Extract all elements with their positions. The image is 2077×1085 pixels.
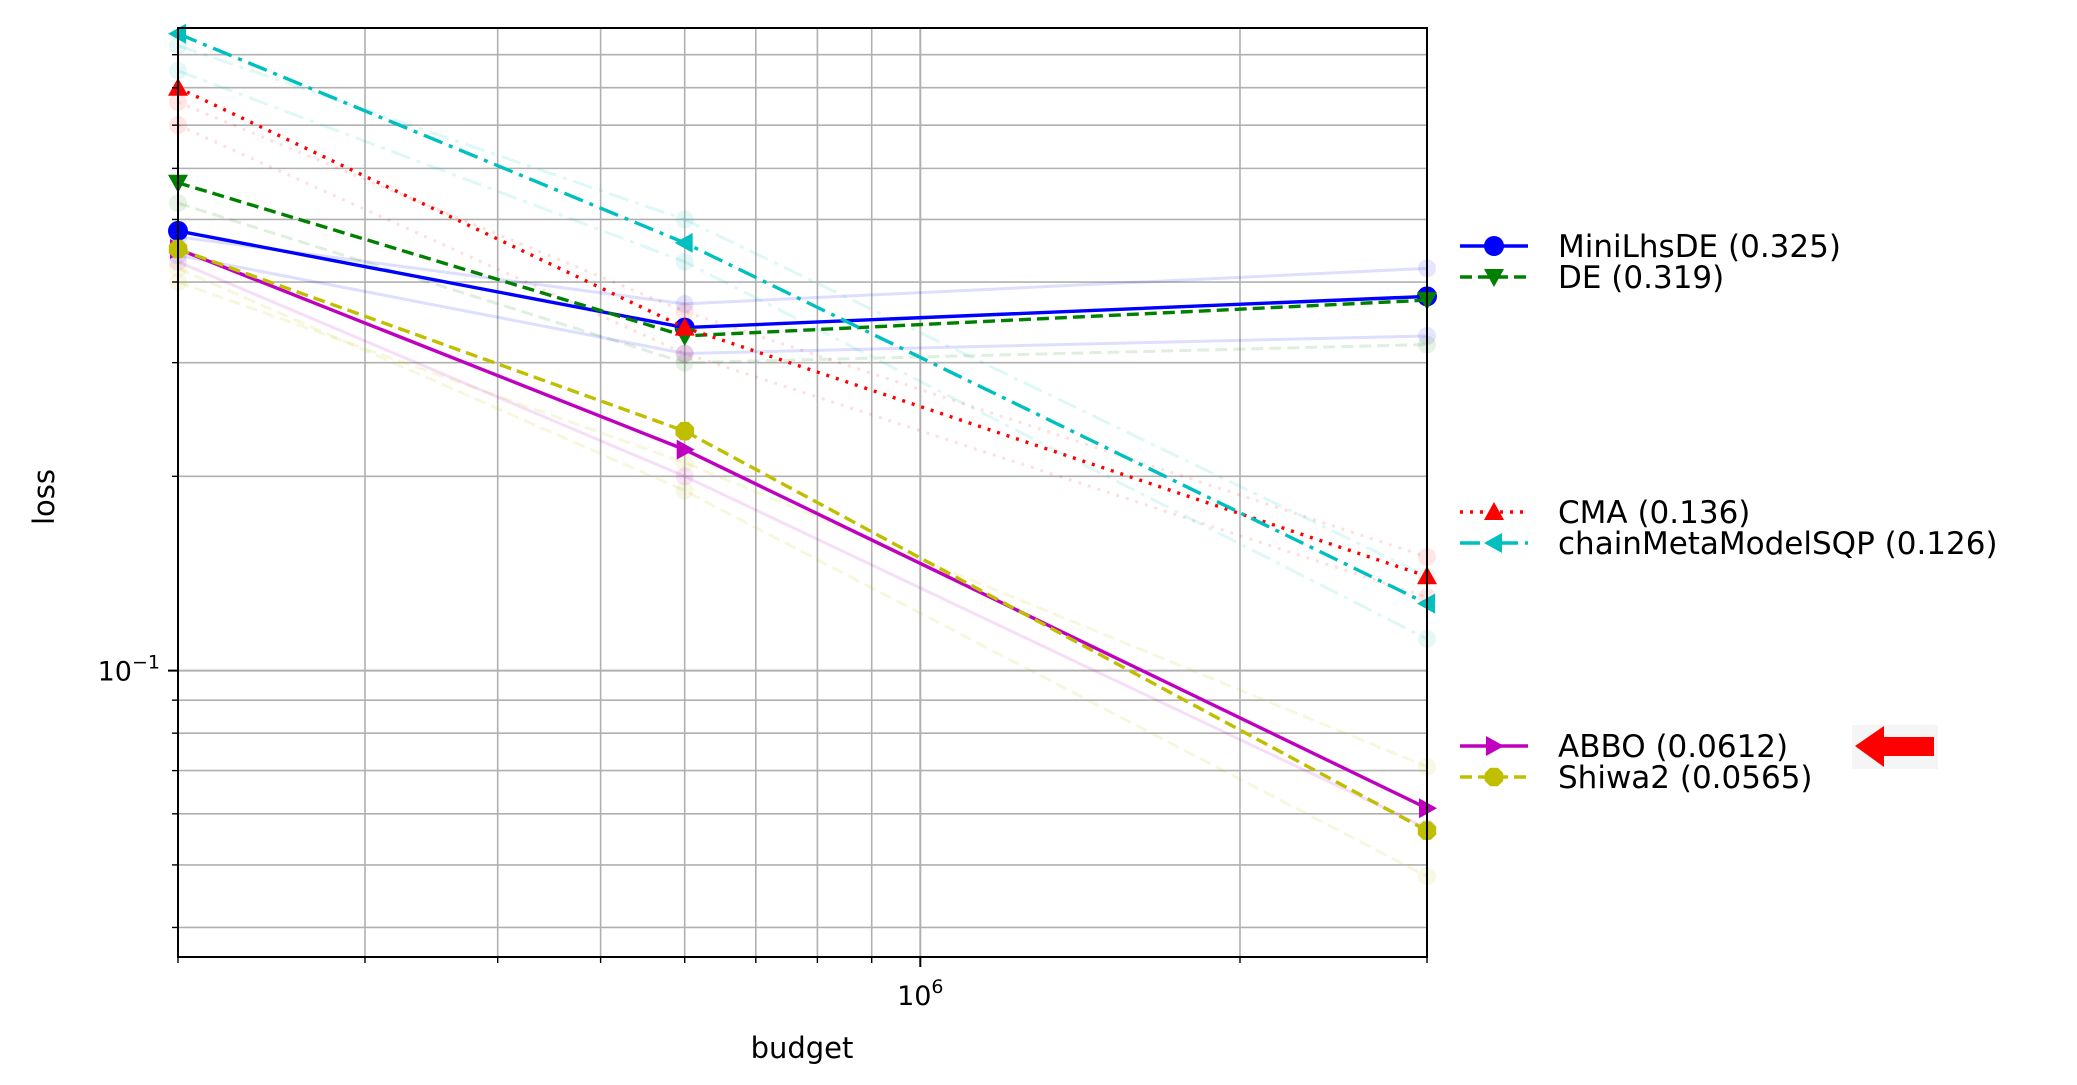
faint-series-line [177, 260, 1428, 830]
legend-marker [1484, 767, 1504, 787]
faint-series-point [675, 252, 694, 271]
faint-series-point [675, 481, 694, 500]
x-axis-label: budget [751, 1031, 854, 1065]
legend-marker [1484, 502, 1504, 520]
legend-entry: DE (0.319) [1460, 260, 1724, 296]
faint-series-line [177, 235, 1428, 306]
legend-marker [1486, 736, 1504, 756]
legend-entry: MiniLhsDE (0.325) [1460, 229, 1841, 265]
faint-series-point [675, 353, 694, 372]
faint-series-line [177, 266, 1428, 878]
faint-series-line [177, 280, 1428, 769]
faint-series-line [177, 44, 1428, 578]
legend-label: Shiwa2 (0.0565) [1558, 760, 1813, 796]
legend-entry: Shiwa2 (0.0565) [1460, 760, 1813, 796]
legend-label: DE (0.319) [1558, 260, 1724, 296]
legend-entry: chainMetaModelSQP (0.126) [1460, 526, 1998, 562]
series-line [177, 247, 1428, 833]
y-tick-label: 10−1 [98, 652, 160, 688]
data-point [675, 421, 694, 441]
faint-series-point [675, 467, 694, 486]
ticks: 106 10−1 [98, 54, 1428, 1012]
faint-series-point [675, 294, 694, 313]
faint-series-line [177, 100, 1428, 559]
legend-marker [1484, 269, 1504, 287]
red-arrow-icon [1855, 726, 1934, 767]
x-tick-label: 106 [897, 976, 943, 1012]
legend-marker [1484, 236, 1504, 256]
faint-series-point [675, 210, 694, 229]
faint-series-line [177, 201, 1428, 365]
legend-marker [1484, 533, 1502, 553]
y-axis-label: loss [27, 469, 61, 525]
plot-frame [177, 27, 1428, 958]
legend-entry: ABBO (0.0612) [1460, 729, 1788, 765]
legend-entry: CMA (0.136) [1460, 495, 1750, 531]
data-point [676, 439, 695, 460]
faint-series-point [675, 344, 694, 363]
legend-label: CMA (0.136) [1558, 495, 1750, 531]
data-point [674, 317, 695, 336]
faint-series-line [177, 253, 1428, 355]
legend-label: MiniLhsDE (0.325) [1558, 229, 1841, 265]
faint-series-point [675, 344, 694, 363]
legend-label: ABBO (0.0612) [1558, 729, 1788, 765]
legend: MiniLhsDE (0.325)DE (0.319) CMA (0.136)ch… [1460, 229, 1998, 796]
legend-label: chainMetaModelSQP (0.126) [1558, 526, 1998, 562]
data-point [674, 232, 693, 253]
faint-series-line [177, 69, 1428, 641]
faint-series-point [675, 302, 694, 321]
faint-series-point [675, 453, 694, 472]
annotation-arrow [1852, 725, 1938, 769]
